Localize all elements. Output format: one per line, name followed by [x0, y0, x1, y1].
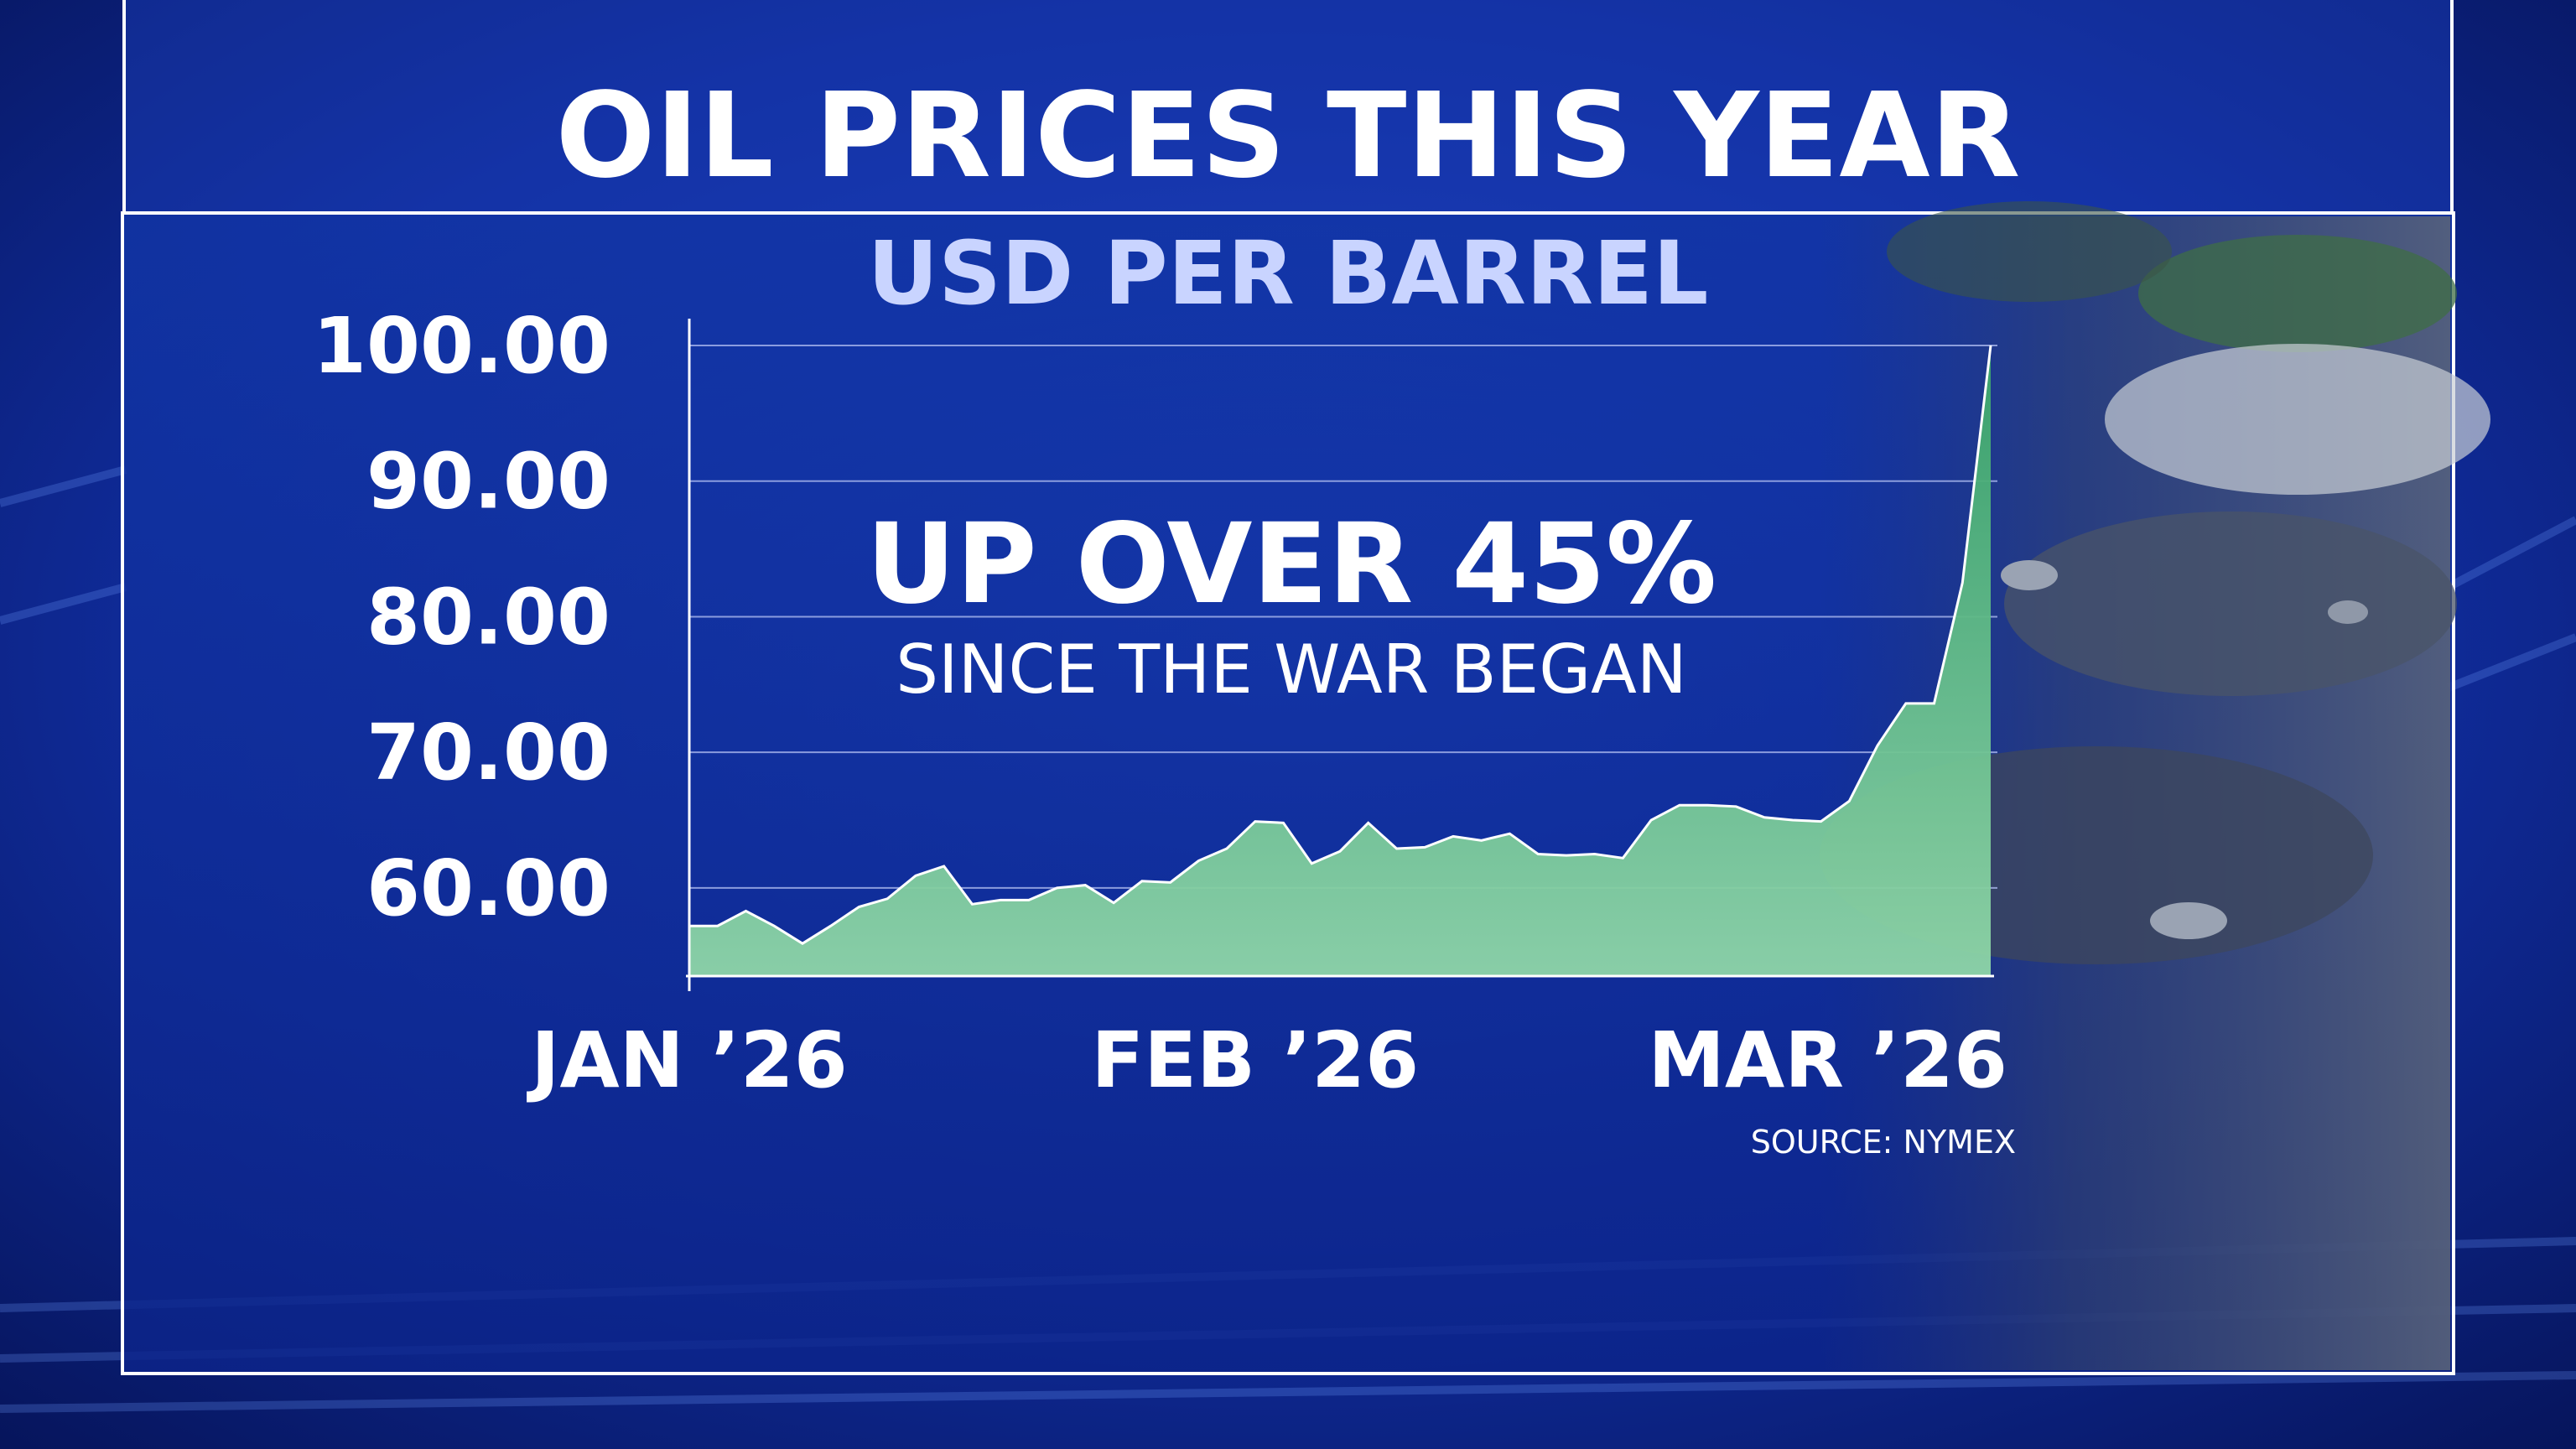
price-line — [689, 345, 1992, 945]
y-tick-label: 60.00 — [366, 844, 610, 933]
annotation-subtext: SINCE THE WAR BEGAN — [896, 631, 1687, 709]
x-tick-label: MAR ’26 — [1648, 1015, 2007, 1105]
x-axis-tick-labels: JAN ’26 FEB ’26 MAR ’26 — [526, 1015, 2007, 1105]
x-tick-label: JAN ’26 — [526, 1015, 847, 1105]
y-tick-label: 70.00 — [366, 708, 610, 797]
y-tick-label: 100.00 — [313, 301, 610, 391]
source-label: SOURCE: NYMEX — [1751, 1124, 2016, 1161]
title-band — [122, 0, 2454, 213]
y-tick-label: 90.00 — [366, 437, 610, 527]
x-tick-label: FEB ’26 — [1091, 1015, 1419, 1105]
y-tick-label: 80.00 — [366, 572, 610, 662]
price-area — [689, 345, 1991, 976]
chart-title: OIL PRICES THIS YEAR — [556, 68, 2021, 205]
chart-subtitle: USD PER BARREL — [868, 222, 1709, 325]
annotation-headline: UP OVER 45% — [866, 500, 1716, 629]
y-axis-tick-labels: 100.00 90.00 80.00 70.00 60.00 — [313, 301, 610, 933]
